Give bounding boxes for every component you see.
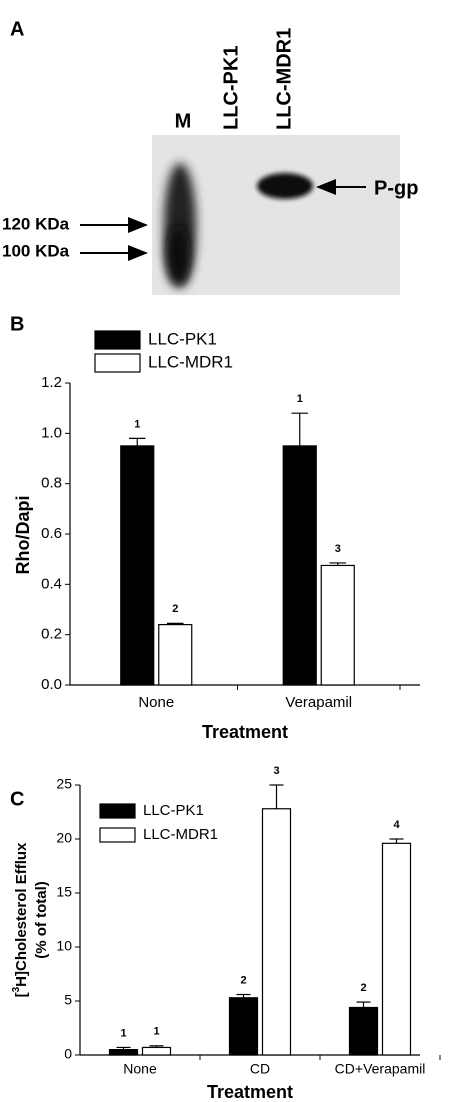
marker-label: 120 KDa [2,214,70,233]
error-bar [236,993,251,998]
error-bar [167,622,184,625]
y-tick-label: 15 [56,884,72,900]
y-tick-label: 1.2 [41,374,62,391]
bar [108,1048,139,1056]
y-tick-label: 0.6 [41,525,62,542]
y-tick-label: 20 [56,830,72,846]
group-label: 2 [172,603,178,615]
y-axis-label: [3H]Cholesterol Efflux [11,842,30,997]
group-label: 2 [360,982,366,994]
legend-label: LLC-PK1 [143,802,204,819]
error-bar [389,838,404,844]
error-bar [329,562,346,566]
y-tick-label: 0.2 [41,626,62,643]
y-tick-label: 0 [64,1046,72,1062]
y-tick-label: 1.0 [41,424,62,441]
group-label: 1 [134,418,140,430]
bar [120,445,155,686]
x-tick-label: Verapamil [285,694,352,711]
bar [320,564,355,686]
legend-swatch [94,330,141,350]
group-label: 3 [273,765,279,777]
panel-label: A [10,18,24,40]
group-label: 2 [240,974,246,986]
x-axis-label: Treatment [207,1082,293,1102]
y-tick-label: 0.0 [41,676,62,693]
error-bar [129,437,146,446]
x-axis-label: Treatment [202,722,288,742]
bar [158,623,193,686]
bar [348,1006,379,1056]
legend-label: LLC-MDR1 [143,826,218,843]
group-label: 3 [335,543,341,555]
band-label: P-gp [374,177,418,199]
error-bar [356,1001,371,1008]
x-tick-label: None [123,1061,157,1077]
group-label: 1 [153,1026,159,1038]
legend-label: LLC-PK1 [148,329,217,348]
bar [282,445,317,686]
y-tick-label: 0.8 [41,475,62,492]
legend-label: LLC-MDR1 [148,352,233,371]
error-bar [116,1046,131,1050]
panel-label: C [10,788,24,810]
error-bar [149,1045,164,1048]
x-tick-label: None [138,694,174,711]
group-label: 1 [120,1027,126,1039]
x-tick-label: CD [250,1061,270,1077]
bar [228,997,259,1056]
group-label: 4 [393,819,400,831]
legend-swatch [99,827,136,843]
y-axis-label: Rho/Dapi [13,496,33,575]
y-tick-label: 25 [56,776,72,792]
lane-label: M [175,110,192,132]
lane-label: LLC-PK1 [220,46,242,130]
lane-label: LLC-MDR1 [273,28,295,130]
y-label-sup: 3 [11,986,22,992]
y-label-part: [ [13,992,30,997]
y-label-part: H]Cholesterol Efflux [13,842,30,987]
error-bar [269,784,284,809]
legend-swatch [94,353,141,373]
group-label: 1 [297,393,303,405]
y-tick-label: 5 [64,992,72,1008]
x-tick-label: CD+Verapamil [335,1061,426,1077]
error-bar [291,412,308,446]
bar [381,842,412,1056]
y-tick-label: 0.4 [41,575,62,592]
panel-label: B [10,313,24,335]
bar [261,808,292,1056]
marker-label: 100 KDa [2,241,70,260]
y-tick-label: 10 [56,938,72,954]
legend-swatch [99,803,136,819]
bar [141,1046,172,1056]
y-axis-label: (% of total) [33,881,50,958]
blot-image [152,135,400,295]
